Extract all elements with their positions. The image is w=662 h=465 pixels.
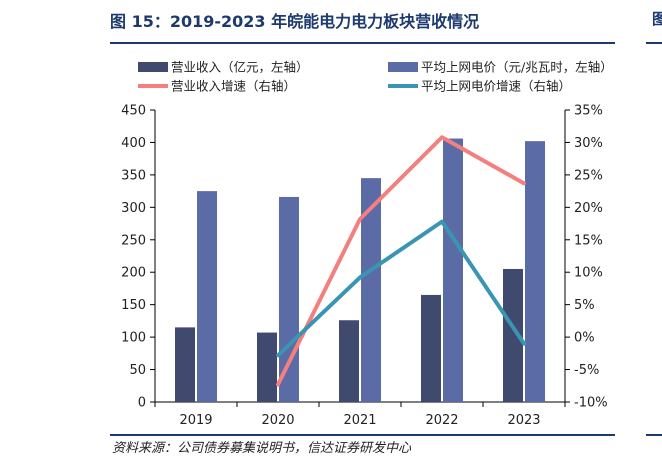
right-tick-label: -10% (574, 396, 608, 411)
left-tick-label: 100 (121, 331, 146, 346)
left-tick-label: 250 (121, 233, 146, 248)
bars (175, 138, 545, 402)
legend-label: 营业收入（亿元，左轴） (171, 60, 309, 75)
legend-swatch-bar (388, 62, 418, 72)
bar-price (197, 191, 217, 402)
lines (276, 135, 526, 387)
legend-label: 平均上网电价（元/兆瓦时，左轴） (421, 60, 613, 75)
right-tick-label: 10% (574, 266, 603, 281)
left-tick-label: 50 (129, 363, 146, 378)
bar-revenue (257, 332, 277, 402)
right-tick-label: 30% (574, 136, 603, 151)
x-tick-label: 2023 (507, 413, 540, 428)
right-tick-label: 35% (574, 104, 603, 119)
right-tick-label: -5% (574, 363, 599, 378)
bar-revenue (175, 327, 195, 402)
edge-fragment: 图 (652, 10, 662, 28)
bar-revenue (421, 294, 441, 402)
bar-revenue (503, 268, 523, 402)
right-tick-label: 5% (574, 298, 595, 313)
source-rule (110, 434, 615, 436)
left-tick-label: 350 (121, 168, 146, 183)
bar-price (525, 141, 545, 402)
edge-rule-bottom (646, 434, 662, 436)
left-tick-label: 0 (138, 396, 146, 411)
right-tick-label: 25% (574, 168, 603, 183)
right-tick-label: 0% (574, 331, 595, 346)
chart-title: 图 15：2019-2023 年皖能电力电力板块营收情况 (110, 12, 480, 31)
line-price-growth (276, 219, 526, 358)
legend: 营业收入（亿元，左轴） 平均上网电价（元/兆瓦时，左轴） 营业收入增速（右轴） 平均上… (138, 60, 613, 94)
left-tick-label: 150 (121, 298, 146, 313)
x-tick-label: 2019 (179, 413, 212, 428)
left-tick-label: 200 (121, 266, 146, 281)
x-tick-label: 2022 (425, 413, 458, 428)
edge-rule-top (646, 42, 662, 44)
title-rule (110, 42, 615, 44)
legend-label: 平均上网电价增速（右轴） (421, 79, 571, 94)
right-tick-label: 20% (574, 201, 603, 216)
left-tick-label: 450 (121, 104, 146, 119)
legend-label: 营业收入增速（右轴） (171, 79, 296, 94)
line-revenue-growth (276, 135, 526, 387)
x-tick-label: 2021 (343, 413, 376, 428)
x-tick-label: 2020 (261, 413, 294, 428)
bar-revenue (339, 320, 359, 402)
right-tick-label: 15% (574, 233, 603, 248)
axes: 0 50 100 150 200 250 300 350 400 450 -10% -5% 0% 5% 10… (121, 104, 607, 429)
bar-price (279, 196, 299, 402)
left-tick-label: 300 (121, 201, 146, 216)
legend-swatch-bar (138, 62, 168, 72)
bar-price (443, 138, 463, 402)
bar-price (361, 178, 381, 402)
left-tick-label: 400 (121, 136, 146, 151)
source-note: 资料来源：公司债券募集说明书，信达证券研发中心 (112, 441, 412, 456)
